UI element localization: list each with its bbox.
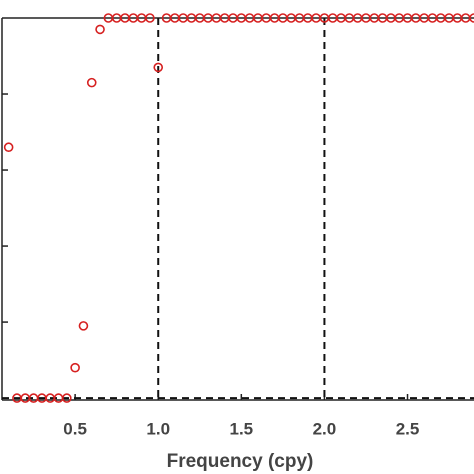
point	[469, 13, 474, 23]
x-tick-label: 2.0	[313, 419, 337, 438]
point	[62, 393, 72, 403]
x-tick-label: 0.5	[63, 419, 87, 438]
point	[3, 142, 14, 153]
point	[70, 362, 80, 373]
point	[145, 13, 155, 23]
x-tick-label: 1.5	[230, 419, 254, 438]
point	[153, 62, 164, 73]
point	[95, 24, 105, 35]
x-axis-label: Frequency (cpy)	[167, 451, 314, 472]
point	[86, 77, 97, 88]
x-tick-label: 2.5	[396, 419, 420, 438]
x-tick-label: 1.0	[146, 419, 170, 438]
point	[78, 321, 89, 331]
